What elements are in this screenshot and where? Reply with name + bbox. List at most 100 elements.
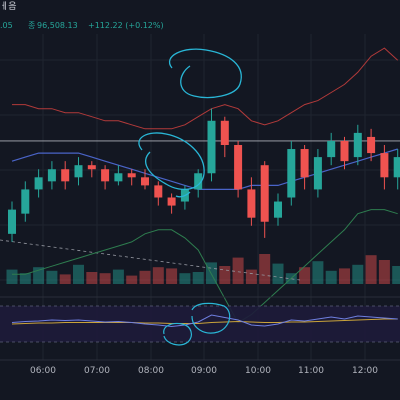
volume-bar [272, 263, 284, 284]
candle-body[interactable] [247, 189, 256, 218]
candle-body[interactable] [234, 145, 243, 190]
candle[interactable] [220, 116, 229, 158]
rsi-lines [11, 314, 398, 328]
annotation-circle-top[interactable] [169, 48, 242, 99]
candle-body[interactable] [194, 173, 203, 190]
annotation-rsi-circle-2[interactable] [191, 302, 231, 334]
header-legend: ㅔ음 .05 종 96,508.13 +112.22 (+0.12%) [0, 1, 164, 30]
volume-bar [152, 267, 164, 284]
annotation-circle-left[interactable] [138, 132, 205, 191]
candle-body[interactable] [47, 169, 56, 182]
volume-bar [46, 270, 58, 284]
candle[interactable] [367, 128, 376, 162]
candle[interactable] [87, 161, 96, 178]
candle-body[interactable] [220, 120, 229, 145]
volume-bar [192, 272, 204, 284]
candle[interactable] [74, 157, 83, 186]
candle-body[interactable] [340, 140, 349, 162]
volume-bar [86, 272, 98, 284]
volume-bar [352, 264, 364, 284]
rsi-line [11, 314, 398, 328]
volume-bar [259, 254, 271, 284]
volume-bar [219, 266, 231, 284]
candle[interactable] [340, 136, 349, 170]
candle-body[interactable] [154, 185, 163, 198]
candle[interactable] [101, 165, 110, 190]
candle-body[interactable] [380, 153, 389, 178]
volume-bar [378, 260, 390, 284]
trend-dashed-line [0, 239, 301, 281]
rsi-signal-line [11, 318, 398, 325]
candle[interactable] [260, 161, 269, 238]
candle[interactable] [207, 108, 216, 182]
candle[interactable] [380, 145, 389, 190]
time-label-0600: 06:00 [30, 366, 56, 376]
volume-bar [73, 264, 84, 284]
time-label-1000: 10:00 [245, 366, 271, 376]
candle-body[interactable] [274, 201, 282, 218]
candle-body[interactable] [313, 157, 322, 190]
candle[interactable] [313, 149, 322, 198]
candle[interactable] [393, 149, 400, 190]
volume-bar [392, 266, 400, 284]
candle-body[interactable] [21, 189, 30, 214]
candle-body[interactable] [300, 149, 309, 178]
candle[interactable] [47, 161, 56, 190]
time-label-1200: 12:00 [352, 366, 378, 376]
candle[interactable] [8, 201, 16, 242]
rsi-pane [0, 296, 400, 343]
candle-body[interactable] [260, 165, 269, 222]
candle-body[interactable] [393, 157, 400, 178]
candle-body[interactable] [34, 177, 43, 190]
annotation-arrow-left[interactable] [175, 191, 191, 198]
candle[interactable] [167, 193, 176, 214]
candle[interactable] [247, 177, 256, 226]
candle-body[interactable] [287, 149, 296, 198]
volume-bars [6, 254, 400, 284]
candle-body[interactable] [327, 140, 336, 158]
candle[interactable] [274, 193, 282, 226]
bollinger-lower-line [12, 209, 398, 324]
volume-bar [365, 255, 377, 284]
candles[interactable] [8, 108, 400, 242]
candle-body[interactable] [207, 120, 216, 174]
volume-value: 96,508.13 [37, 21, 78, 30]
candle-body[interactable] [8, 209, 16, 234]
annotation-rsi-circle-1[interactable] [163, 322, 192, 346]
candle-body[interactable] [101, 169, 110, 182]
candle[interactable] [234, 140, 243, 198]
candle[interactable] [154, 181, 163, 206]
candle-body[interactable] [61, 169, 70, 182]
candle[interactable] [61, 161, 70, 190]
volume-bar [232, 257, 244, 284]
volume-bar [99, 273, 111, 284]
candle-body[interactable] [127, 173, 136, 178]
candle[interactable] [141, 169, 149, 190]
candle[interactable] [34, 169, 43, 198]
time-label-0900: 09:00 [191, 366, 217, 376]
candle-body[interactable] [114, 173, 123, 182]
candle[interactable] [21, 181, 30, 222]
volume-bar [245, 269, 257, 284]
candle[interactable] [327, 132, 336, 166]
rsi-band [0, 306, 400, 342]
candle[interactable] [300, 145, 309, 190]
candle-body[interactable] [87, 165, 96, 170]
candle-body[interactable] [141, 177, 149, 186]
volume-bar [179, 273, 191, 284]
candle-body[interactable] [367, 136, 376, 154]
volume-bar [19, 273, 31, 284]
candle[interactable] [194, 169, 203, 198]
ticker-fragment: ㅔ음 [0, 1, 17, 12]
volume-bar [299, 267, 311, 284]
candle-body[interactable] [167, 197, 176, 206]
candle[interactable] [287, 140, 296, 206]
candle-body[interactable] [74, 165, 83, 178]
volume-bar [325, 270, 337, 284]
candle[interactable] [114, 165, 123, 186]
annotations[interactable] [138, 48, 242, 346]
candle[interactable] [353, 124, 362, 166]
candle[interactable] [127, 169, 136, 186]
candle-body[interactable] [353, 132, 362, 158]
